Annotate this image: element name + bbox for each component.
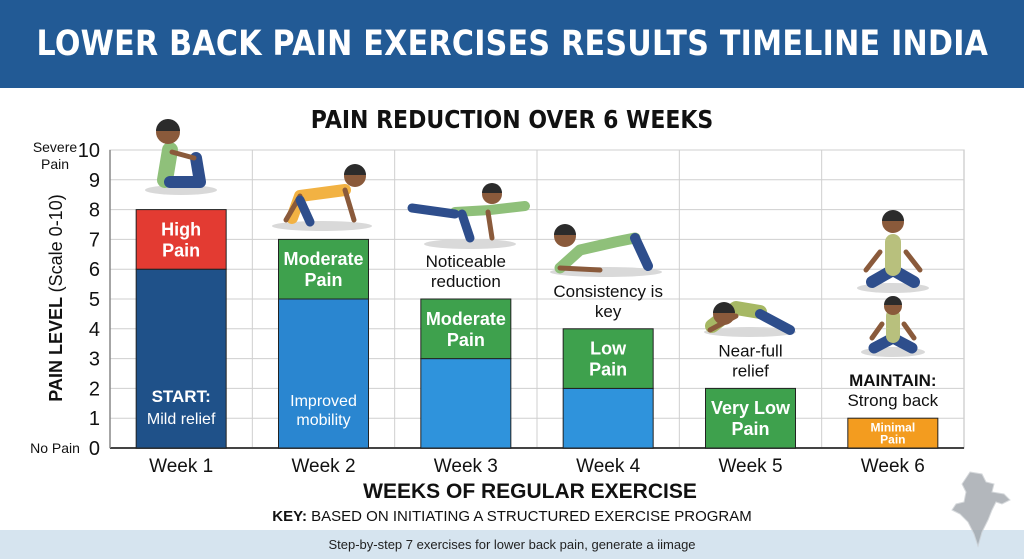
- figure-limb: [869, 321, 917, 341]
- y-axis-title: PAIN LEVEL (Scale 0-10): [46, 194, 66, 401]
- y-tick-label: 9: [89, 170, 100, 192]
- figure-limb: [457, 209, 475, 243]
- bar-label: Moderate: [426, 309, 506, 329]
- bar-annotation: Strong back: [847, 391, 938, 410]
- bar-annotation: Consistency is: [553, 282, 663, 301]
- y-top-label: Pain: [41, 156, 69, 172]
- bar-label: Pain: [731, 419, 769, 439]
- bar-label: START:: [152, 387, 211, 406]
- figure-limb: [755, 309, 795, 335]
- figure-shadow: [704, 327, 796, 337]
- figure-limb: [630, 233, 653, 271]
- bar-label: Low: [590, 339, 627, 359]
- main-title: LOWER BACK PAIN EXERCISES RESULTS TIMELI…: [36, 24, 988, 64]
- bar-annotation: Near-full: [718, 341, 782, 360]
- caption-text: Step-by-step 7 exercises for lower back …: [328, 537, 696, 552]
- bar-label: Improved: [290, 393, 357, 410]
- bar-label: High: [161, 219, 201, 239]
- bar-segment: [278, 238, 369, 300]
- figure-limb: [295, 195, 315, 227]
- figure-shadow: [272, 221, 372, 231]
- figure-hair: [482, 183, 502, 193]
- y-tick-label: 2: [89, 378, 100, 400]
- figure-hair: [344, 164, 366, 175]
- y-tick-label: 10: [78, 140, 100, 162]
- key-text: BASED ON INITIATING A STRUCTURED EXERCIS…: [311, 508, 752, 525]
- bar-annotation: key: [595, 302, 622, 321]
- bar-label: Pain: [447, 330, 485, 350]
- india-map-icon: [951, 471, 1011, 548]
- key-note: KEY: BASED ON INITIATING A STRUCTURED EX…: [0, 508, 1024, 525]
- caption-bar: Step-by-step 7 exercises for lower back …: [0, 530, 1024, 559]
- figure-hair: [884, 296, 902, 305]
- bar-segment: [705, 387, 796, 449]
- y-tick-label: 0: [89, 438, 100, 460]
- bar-segment: [562, 328, 654, 389]
- y-tick-label: 5: [89, 289, 100, 311]
- figure-limb: [407, 203, 460, 219]
- bar-label: Moderate: [283, 249, 363, 269]
- bar-segment: [420, 358, 512, 449]
- chart-title: PAIN REDUCTION OVER 6 WEEKS: [310, 105, 714, 134]
- bar-annotation: Noticeable: [426, 252, 506, 271]
- figure-limb: [169, 149, 197, 161]
- figure-hair: [882, 210, 904, 221]
- bar-label: Pain: [880, 432, 905, 446]
- y-tick-label: 8: [89, 200, 100, 222]
- bar-annotation: relief: [732, 361, 769, 380]
- x-tick-label: Week 4: [576, 456, 641, 477]
- bar-segment: [562, 387, 654, 449]
- y-top-label: Severe: [33, 139, 78, 155]
- bar-label: Pain: [162, 240, 200, 260]
- figure-limb: [450, 201, 530, 217]
- figure-limb: [554, 232, 641, 274]
- figure-limb: [164, 152, 206, 188]
- bar-segment: [420, 298, 512, 360]
- bar-segment: [847, 417, 939, 449]
- bar-annotation: MAINTAIN:: [849, 371, 937, 390]
- figure-limb: [342, 187, 357, 223]
- y-tick-label: 7: [89, 229, 100, 251]
- figure-limb: [485, 209, 495, 241]
- figure-limb: [157, 142, 178, 188]
- y-tick-label: 4: [89, 319, 100, 341]
- bar-label: Mild relief: [147, 411, 216, 428]
- figure-hair: [156, 119, 180, 131]
- x-axis-title: WEEKS OF REGULAR EXERCISE: [363, 480, 697, 503]
- x-tick-label: Week 3: [434, 456, 498, 477]
- x-tick-label: Week 2: [291, 456, 355, 477]
- bar-segment: [278, 298, 369, 449]
- bar-annotation: reduction: [431, 272, 501, 291]
- y-tick-label: 3: [89, 349, 100, 371]
- figure-hair: [713, 302, 735, 313]
- x-tick-label: Week 6: [861, 456, 925, 477]
- x-tick-label: Week 5: [718, 456, 782, 477]
- bar-label: Minimal: [870, 420, 915, 434]
- x-tick-label: Week 1: [149, 456, 213, 477]
- bar-label: mobility: [296, 412, 350, 429]
- title-banner: LOWER BACK PAIN EXERCISES RESULTS TIMELI…: [0, 0, 1024, 88]
- figure-limb: [557, 265, 603, 273]
- bar-label: Pain: [304, 270, 342, 290]
- bar-label: Pain: [589, 360, 627, 380]
- figure-shadow: [424, 239, 516, 249]
- y-bottom-label: No Pain: [30, 440, 80, 456]
- y-tick-label: 6: [89, 259, 100, 281]
- key-prefix: KEY:: [272, 508, 307, 525]
- bar-segment: [135, 209, 227, 270]
- bar-label: Very Low: [711, 398, 791, 418]
- figure-limb: [863, 249, 923, 273]
- bar-segment: [135, 268, 227, 449]
- y-tick-label: 1: [89, 408, 100, 430]
- figure-hair: [554, 224, 576, 235]
